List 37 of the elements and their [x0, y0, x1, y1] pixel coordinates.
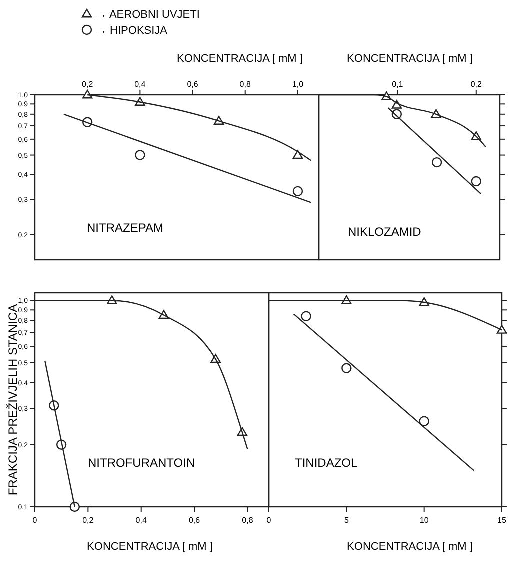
x-axis-title: KONCENTRACIJA [ mM ] — [347, 541, 473, 553]
point — [292, 150, 304, 160]
x-tick-label: 0,8 — [240, 80, 252, 89]
x-tick-label: 0,2 — [470, 80, 482, 89]
x-tick-label: 10 — [420, 516, 430, 525]
text: NITROFURANTOIN — [88, 456, 196, 470]
point — [301, 311, 312, 322]
x-tick-label: 0,6 — [188, 516, 201, 525]
x-tick-label: 0,2 — [82, 80, 94, 89]
text: NIKLOZAMID — [348, 225, 422, 239]
y-axis-title: FRAKCIJA PREŽIVJELIH STANICA — [6, 304, 20, 496]
point — [70, 502, 80, 512]
x-tick-label: 0 — [32, 516, 38, 525]
x-tick-label: 0,1 — [392, 80, 404, 89]
point — [419, 416, 430, 426]
x-tick-label: 1,0 — [292, 80, 304, 89]
text: NITRAZEPAM — [87, 221, 164, 235]
x-tick-label: 0,4 — [134, 80, 146, 89]
x-axis-title: KONCENTRACIJA [ mM ] — [347, 53, 473, 65]
x-tick-label: 5 — [344, 516, 350, 525]
legend-label: → AEROBNI UVJETI — [96, 9, 200, 21]
x-tick-label: 0,4 — [136, 516, 148, 525]
point — [496, 325, 508, 334]
x-tick-label: 15 — [498, 516, 507, 525]
legend-label: → HIPOKSIJA — [96, 25, 168, 37]
point — [135, 150, 146, 160]
text: TINIDAZOL — [295, 456, 358, 470]
x-tick-label: 0,2 — [82, 516, 94, 525]
point — [432, 157, 442, 168]
x-axis-title: KONCENTRACIJA [ mM ] — [177, 53, 303, 65]
point — [342, 363, 352, 374]
point — [471, 176, 482, 187]
x-tick-label: 0,8 — [242, 516, 254, 525]
x-tick-label: 0,6 — [187, 80, 199, 89]
x-axis-title: KONCENTRACIJA [ mM ] — [87, 541, 213, 553]
x-tick-label: 0 — [266, 516, 272, 525]
point — [292, 186, 304, 197]
